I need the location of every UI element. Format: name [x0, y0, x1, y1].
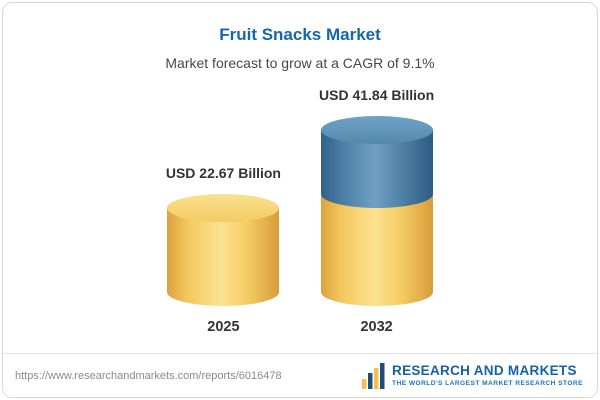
logo-bars-icon: [362, 362, 385, 389]
cylinder-base-segment-2032: [320, 194, 433, 306]
cylinder-bar-2032: [320, 116, 433, 306]
logo-name: RESEARCH AND MARKETS: [392, 362, 577, 378]
category-label-2025: 2025: [207, 319, 240, 335]
logo-tagline: THE WORLD'S LARGEST MARKET RESEARCH STOR…: [392, 380, 583, 388]
cylinder-cap-2025: [167, 194, 280, 222]
cylinder-cap-2032: [320, 116, 433, 144]
bar-chart: USD 22.67 Billion 2025 USD 41.84 Billion…: [3, 87, 597, 335]
bar-column-2025: USD 22.67 Billion 2025: [166, 165, 281, 335]
cylinder-bar-2025: [167, 194, 280, 306]
cylinder-body-2025: [167, 208, 280, 306]
research-and-markets-logo[interactable]: RESEARCH AND MARKETS THE WORLD'S LARGEST…: [361, 362, 583, 389]
report-url-link[interactable]: https://www.researchandmarkets.com/repor…: [15, 369, 282, 382]
chart-title: Fruit Snacks Market: [219, 25, 381, 44]
chart-subtitle: Market forecast to grow at a CAGR of 9.1…: [165, 55, 435, 71]
footer: https://www.researchandmarkets.com/repor…: [3, 353, 597, 397]
bar-column-2032: USD 41.84 Billion 2032: [319, 87, 434, 335]
chart-header: Fruit Snacks Market Market forecast to g…: [3, 3, 597, 71]
value-label-2025: USD 22.67 Billion: [165, 165, 281, 181]
category-label-2032: 2032: [360, 319, 393, 335]
value-label-2032: USD 41.84 Billion: [319, 87, 435, 103]
logo-text-block: RESEARCH AND MARKETS THE WORLD'S LARGEST…: [392, 362, 583, 388]
